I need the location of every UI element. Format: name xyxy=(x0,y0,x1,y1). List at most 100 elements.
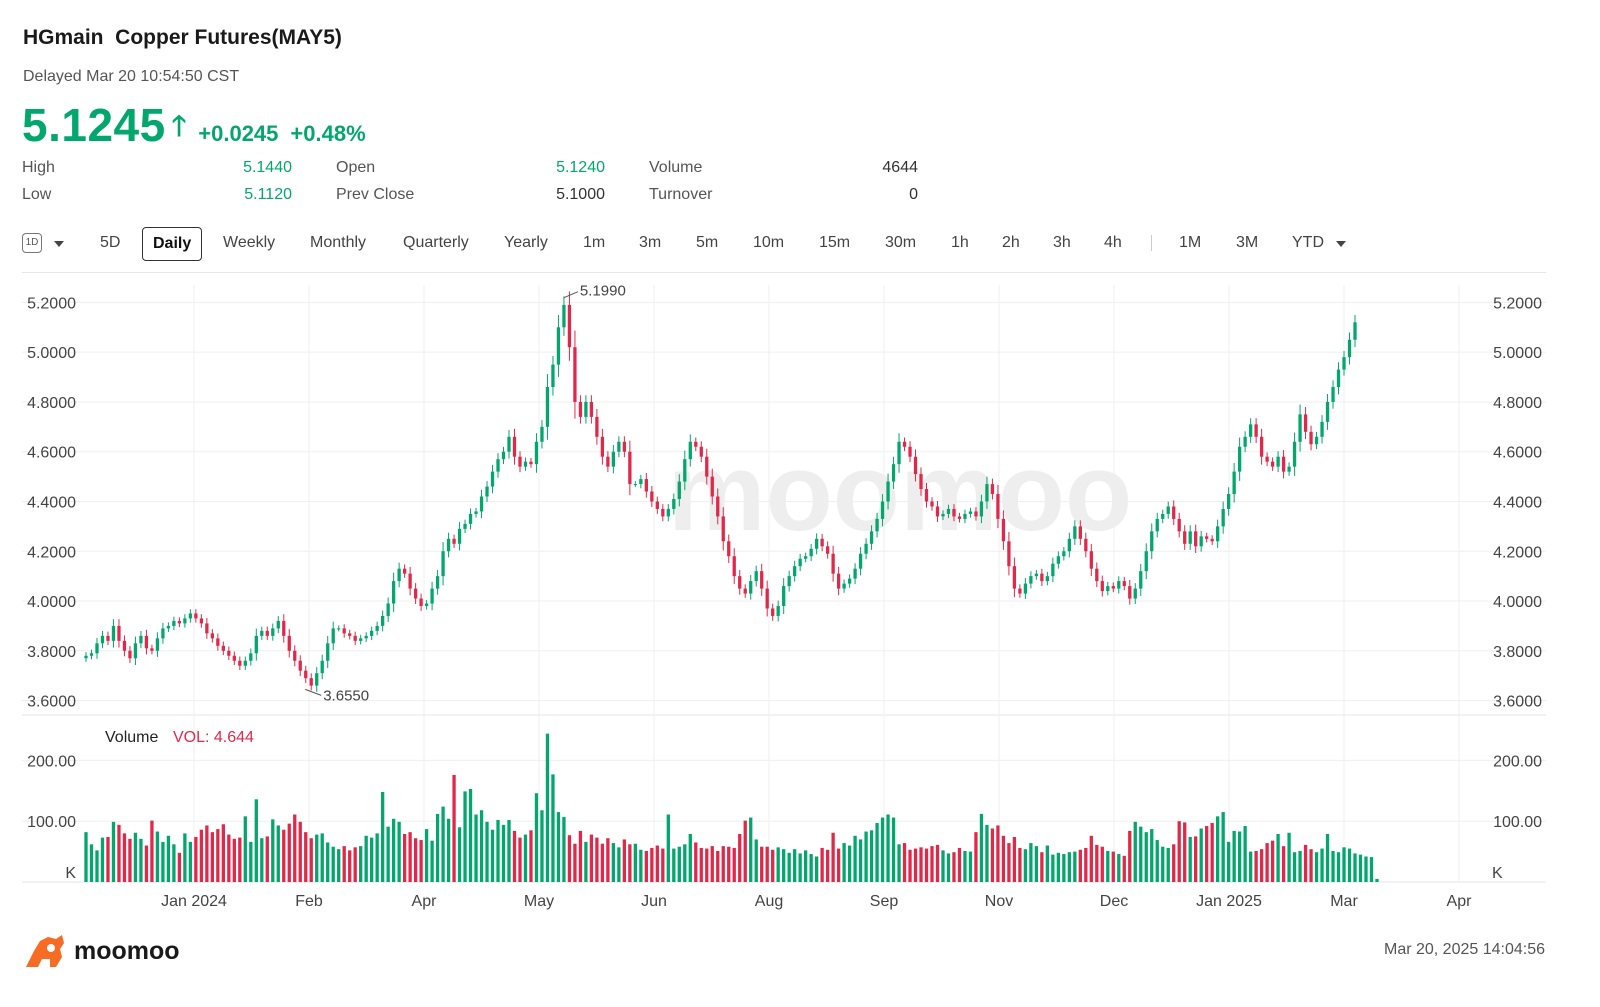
stat-open-label: Open xyxy=(336,159,376,176)
candle-body xyxy=(111,625,116,641)
period-3M[interactable]: 3M xyxy=(1236,234,1259,251)
period-yearly[interactable]: Yearly xyxy=(504,234,548,251)
volume-bar xyxy=(359,846,363,882)
volume-bar xyxy=(677,846,681,882)
candle-body xyxy=(847,578,852,584)
period-weekly[interactable]: Weekly xyxy=(223,234,276,251)
candle-body xyxy=(331,628,335,644)
candle-body xyxy=(655,501,659,509)
candle-body xyxy=(227,650,231,656)
volume-bar xyxy=(1287,832,1291,882)
volume-bar xyxy=(408,832,412,882)
volume-bar xyxy=(1078,849,1082,882)
time-axis-label: Feb xyxy=(295,893,323,910)
candle-body xyxy=(782,586,786,606)
period-daily[interactable]: Daily xyxy=(142,227,203,261)
candle-body xyxy=(1336,369,1341,388)
volume-bar xyxy=(282,829,286,882)
low-marker-label: 3.6550 xyxy=(323,687,369,704)
volume-bar xyxy=(139,838,143,882)
volume-bar xyxy=(990,828,995,882)
candle-body xyxy=(990,484,995,495)
volume-bar xyxy=(381,792,385,882)
period-3h[interactable]: 3h xyxy=(1053,234,1071,251)
period-15m[interactable]: 15m xyxy=(819,234,851,251)
candle-body xyxy=(985,484,989,502)
period-5m[interactable]: 5m xyxy=(696,234,719,251)
volume-bar xyxy=(413,838,418,882)
candle-body xyxy=(391,581,396,604)
volume-bar xyxy=(749,817,753,882)
price-axis-right-label: 3.8000 xyxy=(1493,644,1542,661)
candle-body xyxy=(1259,436,1264,457)
candle-body xyxy=(672,499,676,509)
period-10m[interactable]: 10m xyxy=(753,234,785,251)
period-5d[interactable]: 5D xyxy=(100,234,121,251)
period-3m[interactable]: 3m xyxy=(639,234,662,251)
period-2h[interactable]: 2h xyxy=(1002,234,1020,251)
ytd-dropdown[interactable] xyxy=(1336,227,1346,259)
volume-bar xyxy=(1166,847,1170,882)
candle-body xyxy=(771,608,775,616)
volume-bar xyxy=(177,852,182,882)
price-change-percent: +0.48% xyxy=(290,121,366,146)
period-quarterly[interactable]: Quarterly xyxy=(403,234,469,251)
volume-bar xyxy=(1100,846,1104,882)
volume-bar xyxy=(1281,846,1286,882)
volume-bar xyxy=(391,818,396,882)
volume-bar xyxy=(738,833,742,882)
candle-body xyxy=(100,635,105,644)
candle-body xyxy=(1227,494,1231,509)
time-axis-label: Sep xyxy=(870,893,899,910)
stat-prevclose-value: 5.1000 xyxy=(556,186,605,203)
candle-body xyxy=(106,635,110,641)
volume-bar xyxy=(1199,828,1203,882)
candle-body xyxy=(1325,401,1330,422)
volume-bar xyxy=(1303,844,1308,882)
candle-body xyxy=(408,573,412,589)
volume-bar xyxy=(683,844,687,882)
period-1M[interactable]: 1M xyxy=(1179,234,1202,251)
volume-bar xyxy=(1325,833,1330,882)
volume-bar xyxy=(875,823,879,882)
period-ytd[interactable]: YTD xyxy=(1292,234,1324,251)
candle-body xyxy=(831,553,835,574)
candle-body xyxy=(1144,551,1148,572)
volume-bar xyxy=(1243,826,1247,882)
chart-type-icon[interactable]: 1D xyxy=(22,233,42,253)
volume-bar xyxy=(1298,850,1302,882)
period-monthly[interactable]: Monthly xyxy=(310,234,367,251)
chart-type-dropdown[interactable] xyxy=(54,227,64,259)
period-30m[interactable]: 30m xyxy=(885,234,917,251)
volume-bar xyxy=(853,835,857,882)
period-4h[interactable]: 4h xyxy=(1104,234,1122,251)
volume-bar xyxy=(364,835,368,882)
candle-body xyxy=(353,635,357,641)
volume-bar xyxy=(254,799,258,882)
candle-body xyxy=(523,461,528,467)
volume-bar xyxy=(765,846,769,882)
period-1h[interactable]: 1h xyxy=(951,234,969,251)
volume-bar xyxy=(441,806,445,882)
volume-bar xyxy=(946,853,951,882)
volume-bar xyxy=(386,826,390,882)
volume-bar xyxy=(183,833,187,882)
volume-bar xyxy=(1237,831,1242,882)
volume-bar xyxy=(243,816,247,882)
volume-bar xyxy=(1056,852,1060,882)
volume-bar xyxy=(672,848,676,882)
candle-body xyxy=(348,633,352,636)
volume-bar xyxy=(342,846,346,882)
candle-body xyxy=(930,501,934,507)
candle-body xyxy=(337,628,341,630)
volume-bar xyxy=(304,832,308,882)
volume-bar xyxy=(424,829,429,882)
candle-body xyxy=(908,446,912,457)
period-1m[interactable]: 1m xyxy=(583,234,606,251)
candle-body xyxy=(1062,551,1066,557)
volume-bar xyxy=(452,774,456,882)
volume-indicator: VOL: 4.644 xyxy=(173,729,254,746)
candle-body xyxy=(677,481,681,499)
volume-bar xyxy=(150,820,154,882)
